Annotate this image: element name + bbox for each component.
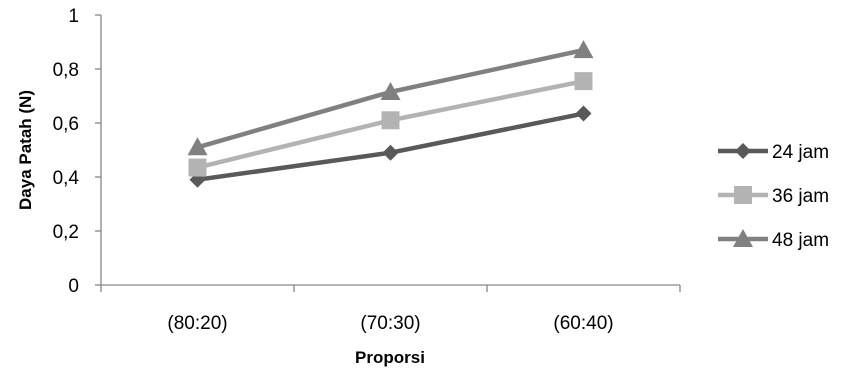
- series-2: [188, 72, 593, 177]
- legend-marker: [734, 186, 752, 204]
- y-ticks: 0 0,2 0,4 0,6 0,8 1: [53, 6, 101, 297]
- x-tick-label: (60:40): [553, 313, 613, 334]
- y-tick-label: 0,2: [53, 222, 79, 243]
- x-tick-label: (80:20): [167, 313, 227, 334]
- legend-item: 48 jam: [718, 229, 829, 251]
- y-tick-label: 0,4: [53, 168, 80, 189]
- data-point: [574, 72, 593, 91]
- y-tick-label: 0: [68, 276, 79, 297]
- legend-label: 36 jam: [772, 186, 829, 207]
- data-point: [380, 81, 401, 100]
- y-axis-title: Daya Patah (N): [16, 90, 35, 210]
- x-ticks: (80:20) (70:30) (60:40): [100, 285, 681, 334]
- data-point: [575, 105, 592, 122]
- legend-item: 36 jam: [718, 186, 829, 207]
- data-point: [573, 40, 594, 59]
- chart-axes: [100, 15, 680, 286]
- data-point: [187, 137, 208, 156]
- legend-marker: [735, 143, 751, 159]
- legend: 24 jam 36 jam 48 jam: [718, 142, 829, 251]
- legend-marker: [733, 229, 753, 247]
- data-point: [381, 111, 400, 130]
- series-group: [187, 40, 594, 188]
- data-point: [382, 144, 399, 161]
- legend-label: 24 jam: [772, 142, 829, 163]
- y-tick-label: 1: [68, 6, 79, 27]
- y-tick-label: 0,6: [53, 114, 79, 135]
- data-point: [188, 158, 207, 177]
- legend-item: 24 jam: [718, 142, 829, 163]
- legend-label: 48 jam: [772, 230, 829, 251]
- x-tick-label: (70:30): [360, 313, 420, 334]
- series-3: [187, 40, 594, 156]
- x-axis-title: Proporsi: [355, 348, 425, 367]
- y-tick-label: 0,8: [53, 60, 79, 81]
